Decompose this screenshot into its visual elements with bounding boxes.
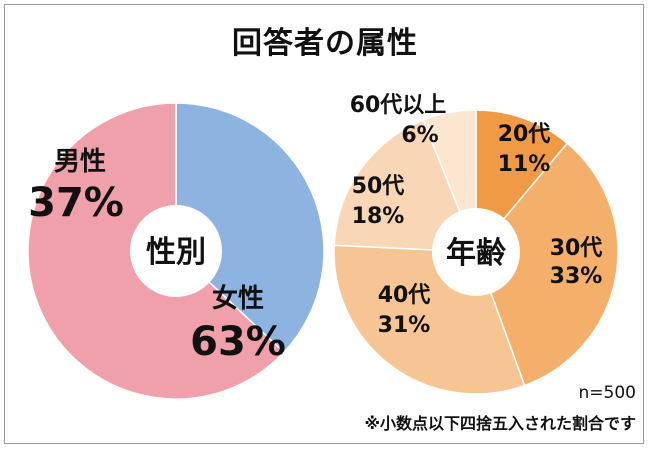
pie-age-label-2: 40代 bbox=[378, 283, 431, 308]
pie-age-value-4: 6% bbox=[401, 123, 438, 148]
pie-age-center-hole bbox=[432, 208, 520, 296]
pie-age-value-1: 33% bbox=[550, 264, 603, 289]
pie-gender-label-0: 男性 bbox=[54, 147, 106, 177]
pie-gender-center-hole bbox=[130, 205, 222, 297]
pie-gender-label-1: 女性 bbox=[212, 283, 264, 314]
pie-gender-value-0: 37% bbox=[28, 180, 124, 226]
sample-size: n=500 bbox=[578, 383, 636, 403]
pie-age-label-0: 20代 bbox=[498, 122, 551, 147]
pie-gender-center-label: 性別 bbox=[146, 235, 206, 270]
pie-age-slice-3 bbox=[333, 119, 478, 253]
pie-gender-value-1: 63% bbox=[190, 319, 286, 365]
footnote: ※小数点以下四捨五入された割合です bbox=[364, 414, 636, 433]
pie-age-center-label: 年齢 bbox=[446, 236, 506, 271]
pie-age-slice-1 bbox=[475, 142, 619, 387]
age-pie: 年齢 20代 11% 30代 33% 40代 31% 50代 18% 60代以上 6% bbox=[333, 93, 619, 395]
pie-age-label-1: 30代 bbox=[550, 236, 603, 261]
pie-age-label-3: 50代 bbox=[352, 174, 405, 199]
pie-gender-slice-0 bbox=[175, 102, 325, 354]
chart-title: 回答者の属性 bbox=[232, 26, 418, 61]
pie-age-value-0: 11% bbox=[498, 152, 551, 177]
pie-age-label-4: 60代以上 bbox=[350, 93, 447, 118]
pie-age-value-2: 31% bbox=[378, 313, 431, 338]
pie-age-value-3: 18% bbox=[352, 204, 405, 229]
